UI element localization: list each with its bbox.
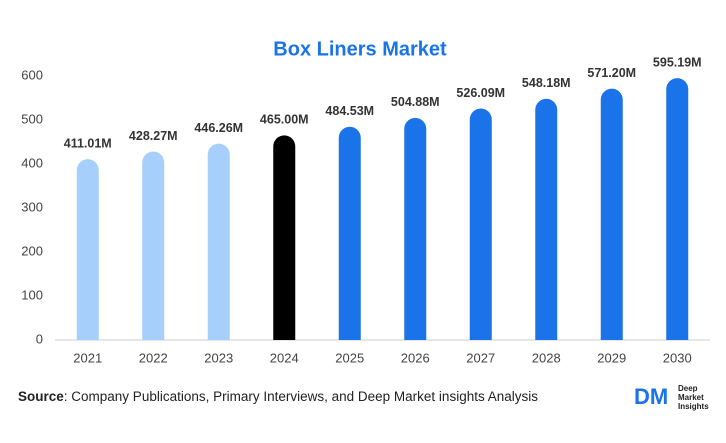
value-label: 595.19M <box>653 55 702 69</box>
x-tick-label: 2030 <box>663 350 692 365</box>
y-tick-label: 500 <box>21 111 43 126</box>
source-label: Source <box>18 389 64 404</box>
value-label: 571.20M <box>587 66 636 80</box>
x-tick-label: 2023 <box>204 350 233 365</box>
x-tick-label: 2028 <box>532 350 561 365</box>
logo-line: Insights <box>678 402 709 411</box>
x-tick-label: 2022 <box>139 350 168 365</box>
value-label: 484.53M <box>325 104 374 118</box>
x-tick-label: 2026 <box>401 350 430 365</box>
value-label: 446.26M <box>194 121 243 135</box>
value-label: 465.00M <box>260 113 309 127</box>
value-label: 428.27M <box>129 129 178 143</box>
x-tick-label: 2024 <box>270 350 299 365</box>
y-tick-label: 100 <box>21 287 43 302</box>
source: Source: Company Publications, Primary In… <box>18 389 538 404</box>
y-tick-label: 0 <box>36 331 43 346</box>
chart-title: Box Liners Market <box>273 38 447 60</box>
logo-line: Deep <box>678 384 698 393</box>
x-tick-label: 2029 <box>597 350 626 365</box>
value-label: 548.18M <box>522 76 571 90</box>
logo-line: Market <box>678 393 704 402</box>
bar <box>535 98 558 340</box>
x-tick-label: 2025 <box>335 350 364 365</box>
y-tick-label: 600 <box>21 67 43 82</box>
value-label: 504.88M <box>391 95 440 109</box>
y-tick-label: 400 <box>21 155 43 170</box>
bar <box>273 135 296 340</box>
bar <box>207 143 230 340</box>
bar <box>404 117 427 340</box>
bar <box>142 151 165 340</box>
bar <box>469 108 492 340</box>
y-tick-label: 200 <box>21 243 43 258</box>
x-tick-label: 2021 <box>73 350 102 365</box>
value-label: 526.09M <box>456 86 505 100</box>
value-label: 411.01M <box>64 136 112 150</box>
logo-mark: DM <box>634 384 668 409</box>
y-tick-label: 300 <box>21 199 43 214</box>
source-text: : Company Publications, Primary Intervie… <box>64 389 538 404</box>
x-tick-label: 2027 <box>466 350 495 365</box>
bar <box>76 159 99 340</box>
bar <box>600 88 623 340</box>
bar <box>666 78 689 341</box>
bar <box>338 126 361 340</box>
